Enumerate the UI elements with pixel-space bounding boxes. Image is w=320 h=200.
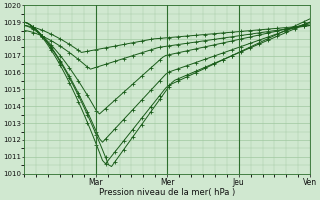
X-axis label: Pression niveau de la mer( hPa ): Pression niveau de la mer( hPa ) <box>99 188 235 197</box>
